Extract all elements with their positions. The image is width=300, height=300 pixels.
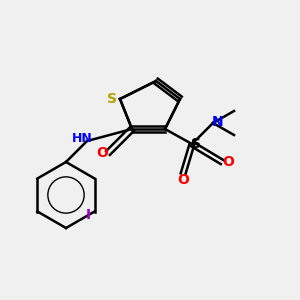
Text: O: O [96,146,108,160]
Text: I: I [86,208,91,221]
Text: S: S [107,92,118,106]
Text: N: N [212,115,223,128]
Text: O: O [222,155,234,169]
Text: S: S [191,137,202,151]
Text: O: O [177,173,189,187]
Text: HN: HN [72,131,93,145]
